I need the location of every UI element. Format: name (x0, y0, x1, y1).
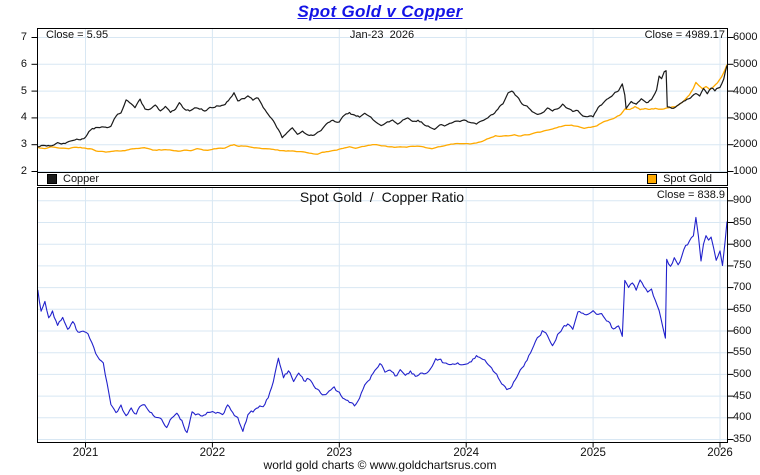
copper-legend-swatch-icon (47, 174, 57, 184)
ratio-axis-tick-label: 800 (733, 237, 752, 250)
footer-credit: world gold charts © www.goldchartsrus.co… (263, 458, 497, 472)
copper-legend: Copper (47, 173, 99, 185)
copper-axis-tick-label: 4 (20, 111, 27, 124)
ratio-axis-tick-label: 750 (733, 259, 752, 272)
x-axis-year-label: 2021 (72, 447, 99, 459)
copper-axis-tick-label: 5 (20, 84, 27, 97)
ratio-axis-tick-label: 850 (733, 216, 752, 228)
gold-axis-tick-label: 1000 (733, 165, 758, 177)
ratio-close-label: Close = 838.9 (656, 189, 725, 201)
ratio-axis-tick-label: 650 (733, 302, 752, 315)
spot-gold-legend: Spot Gold (647, 173, 712, 185)
ratio-panel-title: Spot Gold / Copper Ratio (299, 189, 465, 205)
spot-gold-legend-swatch-icon (647, 174, 658, 184)
ratio-axis-tick-label: 500 (733, 367, 752, 380)
gold-axis-tick-label: 6000 (733, 31, 758, 43)
ratio-axis-tick-label: 700 (733, 281, 752, 294)
spot-gold-line-series (37, 64, 728, 155)
x-axis-year-label: 2024 (453, 447, 479, 459)
copper-legend-label: Copper (63, 173, 100, 185)
gold-axis-tick-label: 4000 (733, 84, 758, 97)
x-axis-year-label: 2023 (326, 447, 353, 459)
gold-close-label: Close = 4989.17 (644, 29, 725, 41)
gold-axis-tick-label: 3000 (733, 111, 758, 124)
last-date-label: Jan-23 2026 (349, 29, 415, 41)
copper-axis-tick-label: 2 (20, 165, 27, 177)
gold-axis-tick-label: 5000 (733, 57, 758, 70)
x-axis-year-label: 2022 (199, 447, 226, 459)
ratio-axis-tick-label: 350 (733, 433, 752, 445)
copper-axis-tick-label: 7 (20, 31, 27, 43)
x-axis-year-label: 2025 (580, 447, 606, 459)
top-panel-border (37, 28, 728, 186)
x-axis-year-label: 2026 (707, 447, 733, 459)
copper-line-series (37, 65, 728, 148)
ratio-line-series (37, 216, 728, 434)
chart-title: Spot Gold v Copper (297, 2, 463, 21)
ratio-axis-tick-label: 400 (733, 411, 752, 424)
legend-band (38, 173, 727, 185)
copper-axis-tick-label: 3 (20, 138, 27, 151)
ratio-axis-tick-label: 550 (733, 346, 752, 359)
spot-gold-legend-label: Spot Gold (663, 173, 712, 185)
ratio-axis-tick-label: 600 (733, 324, 752, 337)
gold-axis-tick-label: 2000 (733, 138, 758, 151)
ratio-axis-tick-label: 900 (733, 194, 752, 207)
bottom-panel-border (37, 187, 728, 443)
ratio-axis-tick-label: 450 (733, 389, 752, 402)
copper-axis-tick-label: 6 (20, 57, 27, 70)
copper-close-label: Close = 5.95 (46, 29, 109, 41)
